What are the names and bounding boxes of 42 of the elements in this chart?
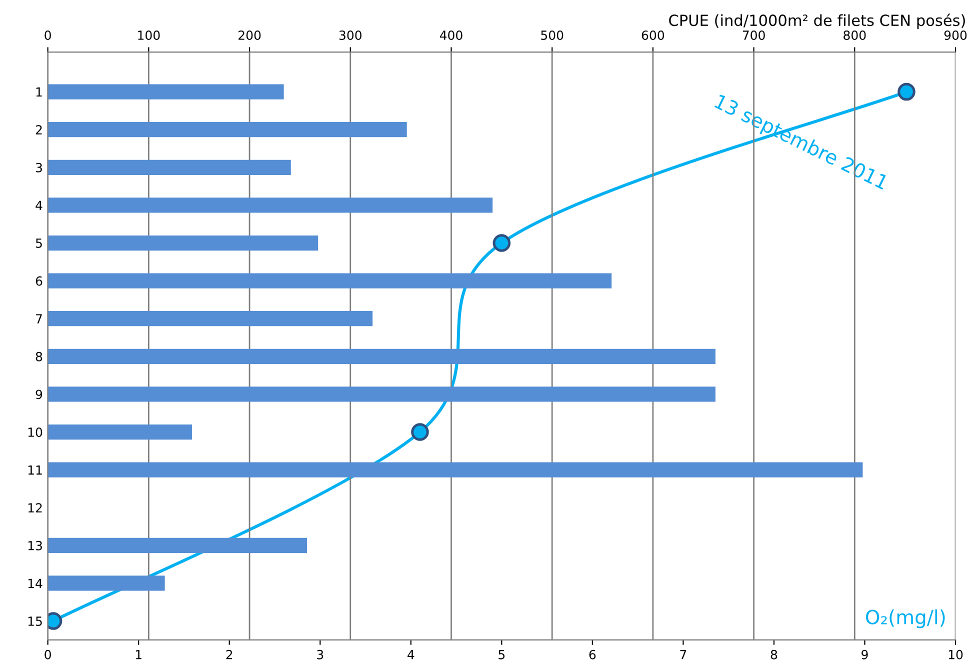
y-tick-label: 2 bbox=[36, 125, 42, 134]
x-tick-label: 0 bbox=[44, 650, 51, 660]
y-tick-label: 5 bbox=[36, 238, 42, 248]
y-tick-label: 7 bbox=[36, 314, 42, 324]
y-tick-label: 1 bbox=[36, 87, 42, 97]
x2-tick-label: 100 bbox=[138, 30, 160, 40]
y-tick-label: 9 bbox=[36, 390, 42, 400]
x-tick-label: 6 bbox=[589, 650, 596, 660]
point bbox=[411, 423, 429, 441]
point bbox=[48, 612, 62, 630]
x2-tick-label: 300 bbox=[339, 30, 362, 40]
x-tick-label: 4 bbox=[408, 650, 414, 660]
x-tick-label: 5 bbox=[498, 650, 505, 660]
x2-tick-label: 900 bbox=[944, 30, 967, 40]
x-tick-label: 1 bbox=[136, 650, 142, 660]
x-tick-label: 9 bbox=[862, 650, 868, 660]
x2-tick-label: 600 bbox=[642, 30, 664, 40]
x2-tick-label: 0 bbox=[44, 30, 51, 40]
x2-tick-label: 500 bbox=[541, 30, 564, 40]
y-tick-label: 11 bbox=[28, 465, 42, 475]
x-axis-title: O₂(mg/l) bbox=[866, 609, 945, 628]
y-tick-label: 14 bbox=[28, 578, 42, 588]
x-tick-label: 10 bbox=[948, 650, 963, 660]
x2-axis-title: CPUE (ind/1000m² de filets CEN posés) bbox=[669, 14, 965, 30]
y-tick-label: 13 bbox=[28, 540, 42, 550]
x2-tick-label: 200 bbox=[238, 30, 261, 40]
point bbox=[492, 234, 511, 252]
x2-tick-label: 800 bbox=[844, 30, 866, 40]
y-tick-label: 12 bbox=[28, 503, 42, 512]
x2-tick-label: 700 bbox=[742, 30, 765, 40]
x-tick-label: 7 bbox=[680, 650, 686, 660]
x-tick-label: 8 bbox=[770, 650, 778, 660]
y-tick-label: 4 bbox=[36, 200, 42, 210]
y-tick-label: 6 bbox=[36, 276, 42, 286]
point bbox=[898, 82, 916, 101]
x-tick-label: 2 bbox=[226, 650, 232, 660]
x-tick-label: 3 bbox=[317, 650, 324, 660]
y-tick-label: 3 bbox=[36, 162, 42, 172]
y-tick-label: 8 bbox=[36, 352, 42, 362]
x2-tick-label: 400 bbox=[440, 30, 462, 40]
y-tick-label: 10 bbox=[28, 428, 42, 437]
y-tick-label: 15 bbox=[28, 616, 42, 626]
